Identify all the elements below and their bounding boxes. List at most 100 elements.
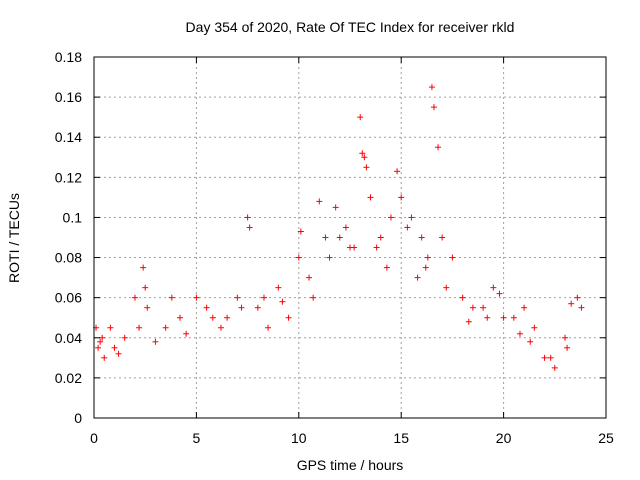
data-point (275, 284, 282, 291)
y-tick-label: 0.02 (55, 370, 82, 386)
data-point (551, 364, 558, 371)
data-point (435, 144, 442, 151)
data-point (568, 300, 575, 307)
data-point (521, 304, 528, 311)
data-point (527, 338, 534, 345)
data-point (439, 234, 446, 241)
data-point (107, 324, 114, 331)
axis-ticks (93, 56, 607, 419)
data-point (306, 274, 313, 281)
data-point (449, 254, 456, 261)
data-point (224, 314, 231, 321)
data-point (234, 294, 241, 301)
data-point (490, 284, 497, 291)
data-point (285, 314, 292, 321)
data-point (398, 194, 405, 201)
data-point (310, 294, 317, 301)
data-point (316, 198, 323, 205)
data-point (541, 354, 548, 361)
data-point (383, 264, 390, 271)
data-point (531, 324, 538, 331)
data-point (361, 154, 368, 161)
data-point (246, 224, 253, 231)
y-axis-label: ROTI / TECUs (6, 193, 22, 283)
x-tick-label: 5 (193, 430, 201, 446)
data-point (465, 318, 472, 325)
chart-title: Day 354 of 2020, Rate Of TEC Index for r… (186, 19, 515, 35)
data-point (162, 324, 169, 331)
data-point (121, 334, 128, 341)
y-tick-label: 0.16 (55, 89, 82, 105)
data-point (260, 294, 267, 301)
data-point (574, 294, 581, 301)
data-point (547, 354, 554, 361)
data-point (428, 84, 435, 91)
data-point (516, 330, 523, 337)
data-point (244, 214, 251, 221)
data-point (564, 344, 571, 351)
data-point (408, 214, 415, 221)
data-point (136, 324, 143, 331)
data-point (177, 314, 184, 321)
data-point (418, 234, 425, 241)
data-point (238, 304, 245, 311)
y-tick-label: 0.06 (55, 290, 82, 306)
data-point (443, 284, 450, 291)
data-point (404, 224, 411, 231)
data-point (357, 114, 364, 121)
data-point (336, 234, 343, 241)
data-point (131, 294, 138, 301)
data-point (500, 314, 507, 321)
data-point (295, 254, 302, 261)
data-point (140, 264, 147, 271)
data-point (424, 254, 431, 261)
data-point (394, 168, 401, 175)
data-point (510, 314, 517, 321)
data-point (480, 304, 487, 311)
data-point (209, 314, 216, 321)
data-point (152, 338, 159, 345)
plot-frame (93, 56, 607, 419)
y-tick-label: 0.08 (55, 250, 82, 266)
data-point (430, 104, 437, 111)
data-point (144, 304, 151, 311)
data-points (93, 84, 585, 371)
data-point (469, 304, 476, 311)
x-tick-label: 10 (291, 430, 307, 446)
data-point (459, 294, 466, 301)
y-tick-label: 0.18 (55, 49, 82, 65)
data-point (254, 304, 261, 311)
y-tick-label: 0.14 (55, 129, 82, 145)
data-point (484, 314, 491, 321)
data-point (99, 334, 106, 341)
data-point (414, 274, 421, 281)
data-point (265, 324, 272, 331)
data-point (363, 164, 370, 171)
data-point (578, 304, 585, 311)
x-tick-labels: 0 5 10 15 20 25 (90, 430, 614, 446)
data-point (496, 290, 503, 297)
data-point (203, 304, 210, 311)
y-tick-label: 0 (74, 410, 82, 426)
y-tick-label: 0.04 (55, 330, 82, 346)
data-point (326, 254, 333, 261)
x-tick-label: 25 (598, 430, 614, 446)
data-point (322, 234, 329, 241)
data-point (279, 298, 286, 305)
data-point (95, 344, 102, 351)
x-axis-label: GPS time / hours (297, 457, 404, 473)
data-point (422, 264, 429, 271)
data-point (359, 150, 366, 157)
y-tick-label: 0.12 (55, 169, 82, 185)
data-point (111, 344, 118, 351)
data-point (387, 214, 394, 221)
data-point (193, 294, 200, 301)
data-point (373, 244, 380, 251)
data-point (351, 244, 358, 251)
data-point (367, 194, 374, 201)
data-point (297, 228, 304, 235)
data-point (562, 334, 569, 341)
data-point (332, 204, 339, 211)
